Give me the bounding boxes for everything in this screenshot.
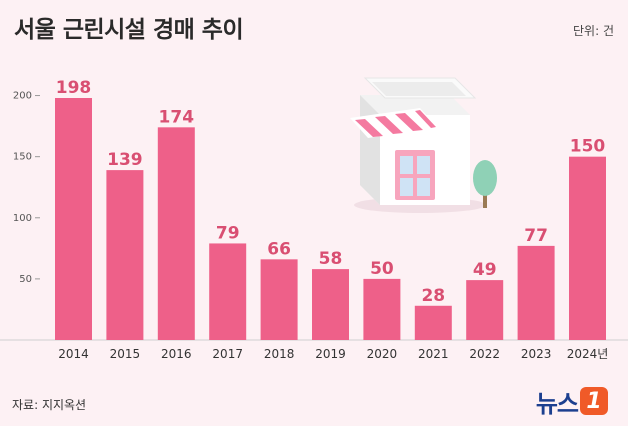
data-label-2023: 77 [524,226,548,246]
x-tick-label-2019: 2019 [315,347,346,361]
bar-2022 [466,280,504,340]
bar-2020 [363,278,401,340]
x-tick-label-2014: 2014 [58,347,89,361]
x-tick-label-2016: 2016 [161,347,192,361]
logo-badge: 1 [580,387,608,415]
bar-2023 [517,245,555,340]
unit-label: 단위: 건 [573,24,614,38]
x-tick-label-2021: 2021 [418,347,449,361]
bar-2015 [106,170,144,340]
data-label-2019: 58 [319,249,343,269]
bar-2021 [414,305,452,340]
bar-2017 [209,243,247,340]
x-tick-label-2023: 2023 [521,347,552,361]
x-tick-label-2015: 2015 [110,347,141,361]
x-tick-label-2024년: 2024년 [567,347,609,361]
store-illustration [350,77,497,213]
data-label-2024년: 150 [570,137,606,157]
data-label-2020: 50 [370,259,394,279]
x-tick-label-2022: 2022 [469,347,500,361]
chart-title: 서울 근린시설 경매 추이 [14,17,244,43]
data-label-2021: 28 [421,286,445,306]
news1-logo: 뉴스 1 [536,384,608,418]
data-label-2015: 139 [107,150,143,170]
bar-2018 [260,259,298,340]
logo-text: 뉴스 [535,389,579,418]
data-label-2022: 49 [473,260,497,280]
data-label-2014: 198 [56,78,92,98]
source-note: 자료: 지지옥션 [12,398,87,412]
y-tick-label: 200 [13,91,32,102]
data-label-2016: 174 [159,107,195,127]
x-tick-label-2017: 2017 [212,347,243,361]
bar-2024년 [569,156,606,340]
bar-2014 [55,98,92,340]
bar-2019 [312,269,349,340]
y-tick-label: 50 [19,274,32,285]
data-label-2017: 79 [216,223,240,243]
bar-2016 [157,127,195,340]
data-label-2018: 66 [267,239,291,259]
y-tick-label: 100 [13,213,32,224]
y-tick-label: 150 [13,152,32,163]
x-tick-label-2020: 2020 [367,347,398,361]
x-tick-label-2018: 2018 [264,347,295,361]
